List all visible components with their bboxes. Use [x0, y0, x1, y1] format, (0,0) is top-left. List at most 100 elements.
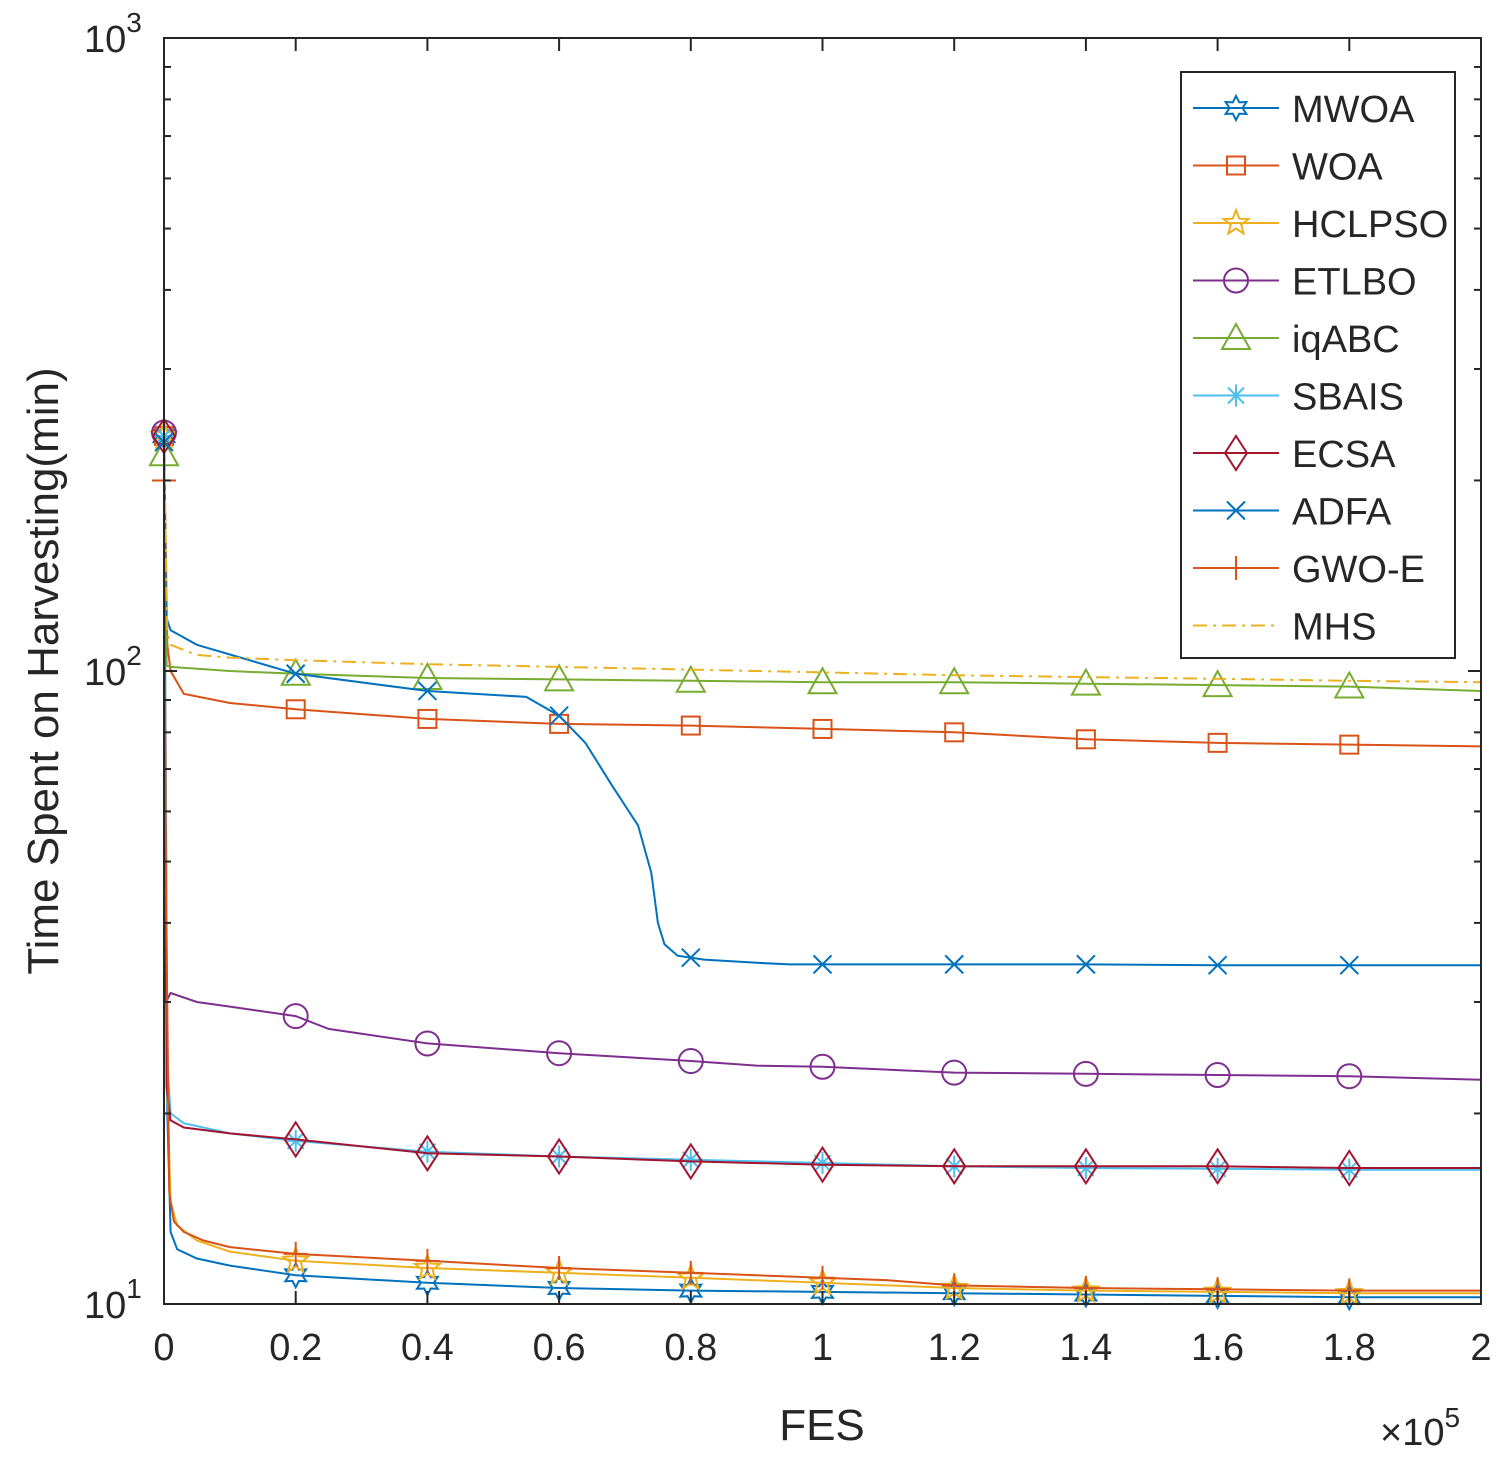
- legend-item-adfa: ADFA: [1193, 492, 1392, 534]
- legend-item-hclpso: HCLPSO: [1193, 204, 1448, 246]
- data-point: [1337, 1149, 1362, 1187]
- legend-swatch-marker: [1223, 434, 1249, 472]
- data-point: [547, 1255, 572, 1280]
- data-point: [417, 681, 438, 701]
- data-point: [810, 1145, 835, 1184]
- data-point: [806, 666, 839, 695]
- series-adfa: [154, 432, 1481, 975]
- data-point: [1338, 1158, 1361, 1181]
- legend-label: WOA: [1292, 147, 1383, 189]
- series-woa: [154, 426, 1482, 755]
- data-point: [941, 1059, 968, 1086]
- series-line: [163, 480, 1481, 1292]
- data-point: [549, 705, 569, 726]
- data-point: [546, 1137, 572, 1176]
- data-point: [812, 954, 833, 975]
- data-point: [415, 1248, 440, 1273]
- legend-label: SBAIS: [1292, 377, 1404, 419]
- x-tick-label: 1.6: [1191, 1327, 1244, 1369]
- legend-item-woa: WOA: [1193, 147, 1383, 189]
- x-multiplier-exponent: 5: [1444, 1402, 1460, 1433]
- series-line: [163, 436, 1482, 748]
- data-point: [944, 722, 965, 743]
- x-tick-label: 0.4: [401, 1327, 454, 1369]
- data-point: [1339, 734, 1360, 755]
- legend-swatch-marker: [1226, 500, 1246, 521]
- data-point: [681, 947, 701, 968]
- legend-swatch-marker: [1223, 267, 1249, 294]
- y-tick-base: 10: [84, 652, 126, 694]
- y-tick-label: 102: [84, 640, 142, 694]
- legend-swatch-marker: [1220, 321, 1252, 350]
- legend-item-etlbo: ETLBO: [1193, 262, 1417, 304]
- legend-item-sbais: SBAIS: [1193, 377, 1404, 419]
- data-point: [285, 699, 306, 720]
- data-point: [284, 1129, 307, 1152]
- data-point: [1070, 667, 1102, 696]
- data-point: [280, 1244, 311, 1274]
- y-tick-label: 101: [84, 1273, 142, 1327]
- data-point: [414, 1030, 441, 1057]
- data-point: [282, 1003, 309, 1030]
- x-tick-label: 1.2: [928, 1327, 981, 1369]
- series-iqabc: [148, 438, 1482, 699]
- data-point: [1074, 1157, 1097, 1179]
- x-tick-label: 2: [1470, 1327, 1491, 1369]
- y-tick-base: 10: [84, 1285, 126, 1327]
- series-line: [163, 441, 1482, 684]
- legend-label: GWO-E: [1292, 549, 1425, 591]
- data-point: [1201, 669, 1234, 698]
- x-tick-label: 1.8: [1323, 1327, 1376, 1369]
- x-multiplier-base: ×10: [1380, 1412, 1444, 1454]
- data-point: [1205, 1147, 1230, 1186]
- legend-label: ECSA: [1292, 434, 1396, 476]
- x-multiplier: ×105: [1380, 1402, 1460, 1454]
- legend-swatch-marker: [1224, 556, 1248, 580]
- data-point: [415, 1134, 440, 1173]
- series-line: [163, 454, 1482, 692]
- data-point: [283, 1241, 308, 1266]
- series-mhs: [163, 441, 1482, 684]
- series-line: [163, 432, 1482, 1081]
- data-point: [1204, 1062, 1231, 1089]
- data-point: [942, 1147, 967, 1186]
- data-point: [675, 664, 707, 693]
- data-point: [283, 1261, 309, 1290]
- x-tick-label: 1: [812, 1327, 833, 1369]
- data-point: [1336, 1063, 1363, 1090]
- series-layer: [148, 417, 1482, 1312]
- y-axis-title: Time Spent on Harvesting(min): [19, 367, 68, 974]
- data-point: [810, 1265, 835, 1290]
- data-point: [546, 1040, 573, 1067]
- legend-label: MHS: [1292, 607, 1376, 649]
- x-tick-label: 0.2: [269, 1327, 322, 1369]
- y-tick-exponent: 2: [126, 640, 142, 671]
- data-point: [412, 1252, 443, 1281]
- legend-item-gwo-e: GWO-E: [1193, 549, 1425, 591]
- y-tick-exponent: 1: [126, 1273, 142, 1304]
- y-tick-base: 10: [84, 19, 126, 61]
- legend-item-iqabc: iqABC: [1193, 319, 1400, 361]
- x-axis-title: FES: [779, 1401, 865, 1450]
- x-tick-label: 0: [153, 1327, 174, 1369]
- data-point: [1072, 1060, 1099, 1087]
- legend-item-ecsa: ECSA: [1193, 434, 1396, 476]
- data-point: [1073, 1147, 1099, 1186]
- legend-label: iqABC: [1292, 319, 1400, 361]
- data-point: [411, 661, 444, 690]
- legend-item-mwoa: MWOA: [1193, 89, 1415, 131]
- series-line: [163, 436, 1481, 1295]
- data-point: [543, 663, 575, 692]
- legend-swatch-marker: [1223, 93, 1249, 123]
- x-tick-label: 1.4: [1059, 1327, 1112, 1369]
- y-tick-label: 103: [84, 7, 142, 61]
- y-tick-exponent: 3: [126, 7, 142, 38]
- legend-label: HCLPSO: [1292, 204, 1448, 246]
- legend-label: ADFA: [1292, 492, 1392, 534]
- data-point: [283, 1120, 308, 1159]
- data-point: [811, 1152, 834, 1175]
- data-point: [1207, 732, 1228, 753]
- data-point: [1207, 955, 1228, 975]
